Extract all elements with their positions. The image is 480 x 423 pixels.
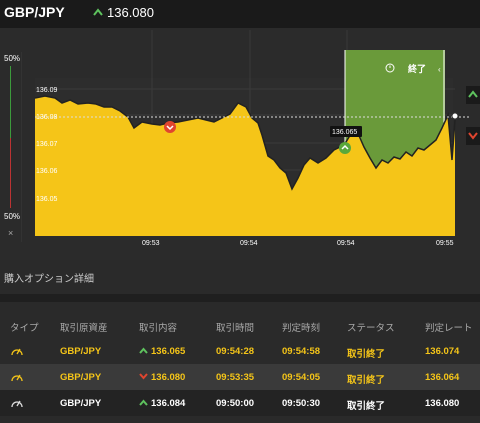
up-arrow-icon (93, 8, 103, 16)
judge-cell: 09:54:05 (282, 372, 321, 383)
column-header: 取引原資産 (60, 323, 108, 334)
status-cell: 取引終了 (347, 401, 386, 412)
table-row[interactable]: GBP/JPY 136.080 09:53:35 09:54:05 取引終了 1… (0, 364, 480, 390)
sentiment-down-pct: 50% (4, 212, 21, 221)
column-header: 判定時刻 (282, 323, 321, 334)
x-tick-label: 09:54 (337, 240, 355, 247)
content-cell: 136.080 (151, 372, 186, 383)
column-header: ステータス (347, 323, 395, 334)
y-tick-label: 136.07 (36, 141, 58, 148)
rate-cell: 136.064 (425, 372, 460, 383)
sentiment-down-track (10, 138, 11, 208)
judge-cell: 09:54:58 (282, 346, 321, 357)
y-tick-label: 136.06 (36, 168, 58, 175)
expiry-timer: 終了 ‹ (385, 63, 441, 74)
asset-cell: GBP/JPY (60, 346, 102, 357)
table-row[interactable]: GBP/JPY 136.084 09:50:00 09:50:30 取引終了 1… (0, 390, 480, 416)
content-cell: 136.065 (151, 346, 186, 357)
header-bar: GBP/JPY 136.080 (0, 0, 480, 28)
y-tick-label: 136.08 (36, 114, 58, 121)
x-tick-label: 09:54 (240, 240, 258, 247)
up-arrow-icon (139, 347, 148, 354)
asset-cell: GBP/JPY (60, 372, 102, 383)
buy-marker-icon[interactable] (339, 142, 351, 154)
up-arrow-icon (139, 399, 148, 406)
column-header: タイプ (10, 323, 39, 334)
svg-text:‹: ‹ (438, 65, 441, 74)
section-divider (0, 294, 480, 302)
status-cell: 取引終了 (347, 349, 386, 360)
price-chart[interactable]: 136.09 136.08 136.07 136.06 136.05 09:53… (0, 0, 480, 260)
table-row[interactable]: GBP/JPY 136.065 09:54:28 09:54:58 取引終了 1… (0, 338, 480, 364)
price-area (35, 96, 455, 236)
gauge-icon (11, 374, 23, 382)
current-price: 136.080 (107, 5, 154, 20)
sentiment-up-track (10, 66, 11, 138)
judge-cell: 09:50:30 (282, 398, 321, 409)
section-title: 購入オプション詳細 (4, 274, 94, 285)
content-cell: 136.084 (151, 398, 186, 409)
column-header: 取引時間 (216, 323, 255, 334)
column-header: 判定レート (425, 323, 473, 334)
time-cell: 09:53:35 (216, 372, 255, 383)
low-button[interactable] (466, 127, 480, 145)
column-header: 取引内容 (139, 323, 178, 334)
asset-cell: GBP/JPY (60, 398, 102, 409)
price-tooltip: 136.065 (332, 129, 357, 136)
asset-pair-title[interactable]: GBP/JPY (4, 4, 65, 20)
x-tick-label: 09:55 (436, 240, 454, 247)
sell-marker-icon[interactable] (164, 121, 176, 133)
gauge-icon (11, 348, 23, 356)
time-cell: 09:54:28 (216, 346, 255, 357)
gauge-icon (11, 400, 23, 408)
close-icon[interactable]: × (8, 228, 14, 238)
high-button[interactable] (466, 86, 480, 104)
y-tick-label: 136.09 (36, 87, 58, 94)
rate-cell: 136.080 (425, 398, 460, 409)
down-arrow-icon (139, 373, 148, 380)
sentiment-up-pct: 50% (4, 54, 21, 63)
x-tick-label: 09:53 (142, 240, 160, 247)
y-tick-label: 136.05 (36, 196, 58, 203)
status-cell: 取引終了 (347, 375, 386, 386)
expiry-label: 終了 (408, 63, 426, 74)
rate-cell: 136.074 (425, 346, 460, 357)
sentiment-bar (0, 52, 22, 242)
table-header: タイプ 取引原資産 取引内容 取引時間 判定時刻 ステータス 判定レート (0, 312, 480, 338)
time-cell: 09:50:00 (216, 398, 255, 409)
